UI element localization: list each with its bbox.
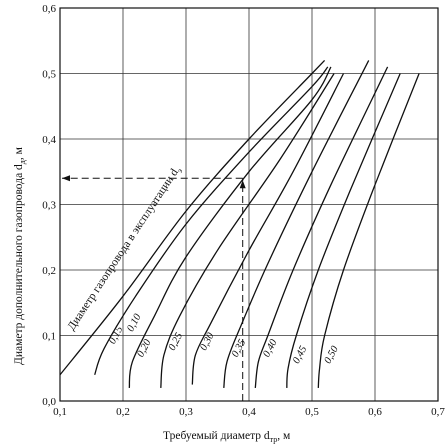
x-tick-label: 0,7 bbox=[431, 406, 445, 418]
curve-0-50 bbox=[317, 73, 420, 388]
curve-label-0-25: 0,25 bbox=[167, 331, 185, 352]
curve-0-15 bbox=[94, 66, 329, 376]
example-arrow-left bbox=[62, 175, 70, 182]
example-lines bbox=[62, 175, 246, 401]
family-label-sub: э bbox=[175, 166, 185, 174]
y-tick-label: 0,0 bbox=[42, 396, 56, 408]
family-label: Диаметр газопровода в эксплуатации dэ bbox=[65, 164, 184, 334]
curve-0-25 bbox=[160, 73, 335, 388]
curve-0-10 bbox=[59, 59, 326, 376]
curve-0-20 bbox=[128, 66, 332, 388]
y-axis-title-unit: , м bbox=[13, 146, 25, 160]
x-axis-title: Требуемый диаметр dтр, м bbox=[163, 430, 291, 444]
curve-label-0-30: 0,30 bbox=[198, 330, 217, 352]
y-tick-label: 0,1 bbox=[42, 331, 56, 343]
x-tick-label: 0,3 bbox=[179, 406, 193, 418]
curve-0-35 bbox=[223, 60, 370, 388]
x-tick-label: 0,4 bbox=[242, 406, 256, 418]
curves bbox=[59, 59, 420, 388]
plot-frame bbox=[59, 7, 439, 402]
x-tick-labels: 0,1 0,2 0,3 0,4 0,5 0,6 0,7 bbox=[53, 406, 445, 418]
curve-label-0-35: 0,35 bbox=[230, 338, 248, 359]
y-tick-label: 0,3 bbox=[42, 200, 56, 212]
y-axis-title-text: Диаметр дополнительного газопровода d bbox=[13, 164, 25, 365]
example-arrow-up bbox=[239, 180, 246, 189]
y-tick-label: 0,2 bbox=[42, 265, 56, 277]
x-tick-label: 0,5 bbox=[305, 406, 319, 418]
y-axis-title-sub: д bbox=[18, 160, 27, 164]
y-tick-labels: 0,0 0,1 0,2 0,3 0,4 0,5 0,6 bbox=[42, 3, 56, 408]
curve-label-0-20: 0,20 bbox=[135, 337, 154, 359]
x-axis-title-sub: тр bbox=[270, 435, 278, 444]
curve-label-0-45: 0,45 bbox=[291, 344, 309, 365]
curve-label-0-40: 0,40 bbox=[261, 337, 280, 359]
curve-0-45 bbox=[286, 73, 401, 388]
y-tick-label: 0,4 bbox=[42, 134, 56, 146]
curve-label-0-10: 0,10 bbox=[125, 312, 144, 334]
x-axis-title-unit: , м bbox=[277, 430, 291, 442]
curve-0-30 bbox=[191, 73, 345, 385]
x-tick-label: 0,2 bbox=[116, 406, 130, 418]
y-tick-label: 0,5 bbox=[42, 69, 56, 81]
y-tick-label: 0,6 bbox=[42, 3, 56, 15]
x-tick-label: 0,6 bbox=[368, 406, 382, 418]
curve-0-40 bbox=[254, 66, 389, 388]
y-axis-title: Диаметр дополнительного газопровода dд, … bbox=[13, 146, 27, 365]
x-axis-title-text: Требуемый диаметр d bbox=[163, 430, 270, 442]
curve-label-0-50: 0,50 bbox=[323, 344, 342, 366]
x-tick-label: 0,1 bbox=[53, 406, 67, 418]
